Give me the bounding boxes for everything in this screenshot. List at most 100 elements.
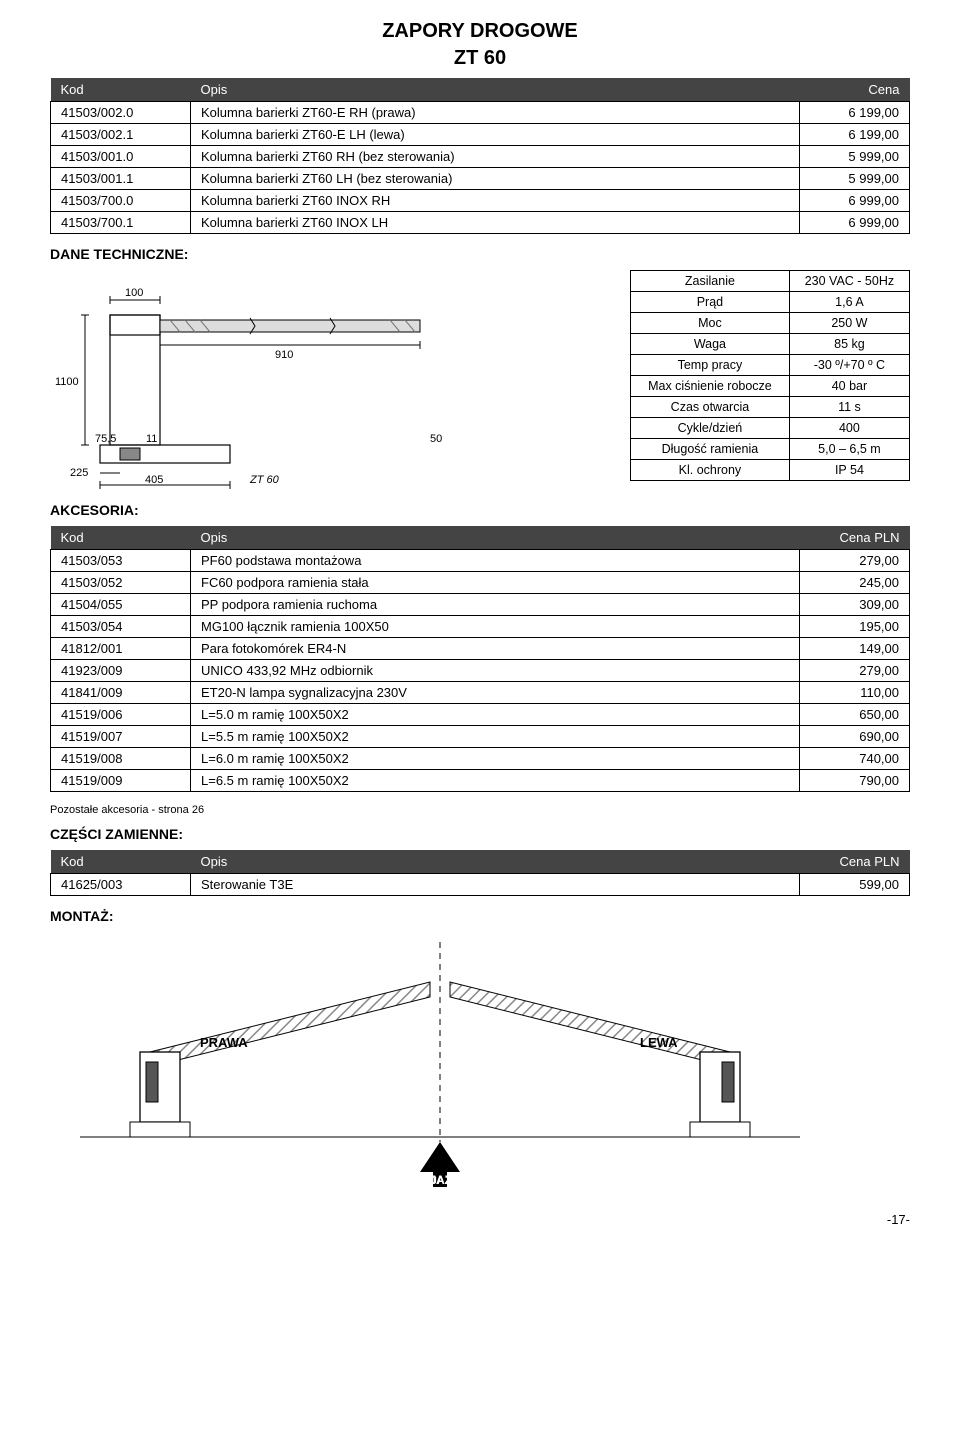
diagram-label: ZT 60 [249,474,280,486]
table-cell: 41625/003 [51,874,191,896]
table-cell: 5 999,00 [800,146,910,168]
page-number: -17- [50,1212,910,1227]
spec-cell: 85 kg [789,334,909,355]
table-cell: 41503/052 [51,572,191,594]
table-cell: L=6.5 m ramię 100X50X2 [191,770,800,792]
spec-row: Prąd1,6 A [631,292,910,313]
spec-row: Cykle/dzień400 [631,418,910,439]
spec-row: Moc250 W [631,313,910,334]
table-cell: FC60 podpora ramienia stała [191,572,800,594]
table-row: 41503/700.0Kolumna barierki ZT60 INOX RH… [51,190,910,212]
spec-cell: 400 [789,418,909,439]
table-cell: 41503/002.1 [51,124,191,146]
spec-row: Zasilanie230 VAC - 50Hz [631,271,910,292]
table-row: 41503/053PF60 podstawa montażowa279,00 [51,550,910,572]
table-row: 41519/007L=5.5 m ramię 100X50X2690,00 [51,726,910,748]
spec-table: Zasilanie230 VAC - 50HzPrąd1,6 AMoc250 W… [630,270,910,481]
table-row: 41503/002.0Kolumna barierki ZT60-E RH (p… [51,102,910,124]
page-title: ZAPORY DROGOWE [50,20,910,43]
table-cell: ET20-N lampa sygnalizacyjna 230V [191,682,800,704]
table-row: 41625/003Sterowanie T3E599,00 [51,874,910,896]
dim-botwidth: 405 [145,474,163,486]
table-row: 41504/055PP podpora ramienia ruchoma309,… [51,594,910,616]
spec-cell: 1,6 A [789,292,909,313]
col-opis: Opis [191,78,800,102]
mount-label: MONTAŻ: [50,908,910,924]
table-cell: 6 999,00 [800,190,910,212]
table-cell: MG100 łącznik ramienia 100X50 [191,616,800,638]
spec-row: Długość ramienia5,0 – 6,5 m [631,439,910,460]
lewa-label: LEWA [640,1035,678,1050]
table-row: 41841/009ET20-N lampa sygnalizacyjna 230… [51,682,910,704]
table-cell: 149,00 [800,638,910,660]
col-cena3: Cena PLN [800,850,910,874]
col-cena: Cena [800,78,910,102]
spec-cell: 5,0 – 6,5 m [789,439,909,460]
table-cell: Para fotokomórek ER4-N [191,638,800,660]
table-cell: Kolumna barierki ZT60 RH (bez sterowania… [191,146,800,168]
table-cell: 41519/007 [51,726,191,748]
table-cell: Kolumna barierki ZT60-E RH (prawa) [191,102,800,124]
table-cell: 41841/009 [51,682,191,704]
table-cell: 6 199,00 [800,102,910,124]
spec-row: Kl. ochronyIP 54 [631,460,910,481]
table-row: 41503/002.1Kolumna barierki ZT60-E LH (l… [51,124,910,146]
svg-text:WYJAZD: WYJAZD [413,1175,460,1187]
akcesoria-label: AKCESORIA: [50,502,910,518]
table-cell: 41923/009 [51,660,191,682]
spec-row: Czas otwarcia11 s [631,397,910,418]
spec-cell: IP 54 [789,460,909,481]
table-cell: 41519/006 [51,704,191,726]
spec-cell: Zasilanie [631,271,790,292]
dim-top: 100 [125,287,143,299]
mount-diagram: PRAWA LEWA WYJAZD WYJAZD [50,932,910,1192]
spec-cell: -30 º/+70 º C [789,355,909,376]
spec-cell: Moc [631,313,790,334]
table-row: 41503/001.0Kolumna barierki ZT60 RH (bez… [51,146,910,168]
table-cell: 41503/700.1 [51,212,191,234]
page-subtitle: ZT 60 [50,47,910,70]
note-text: Pozostałe akcesoria - strona 26 [50,804,910,816]
table-cell: 599,00 [800,874,910,896]
spec-cell: Temp pracy [631,355,790,376]
spec-row: Temp pracy-30 º/+70 º C [631,355,910,376]
table-row: 41812/001Para fotokomórek ER4-N149,00 [51,638,910,660]
table-cell: 790,00 [800,770,910,792]
table-cell: 5 999,00 [800,168,910,190]
spec-cell: 230 VAC - 50Hz [789,271,909,292]
table-cell: Sterowanie T3E [191,874,800,896]
main-table: Kod Opis Cena 41503/002.0Kolumna barierk… [50,78,910,234]
table-cell: 41519/008 [51,748,191,770]
spec-cell: Cykle/dzień [631,418,790,439]
dim-baseleft: 75,5 [95,433,116,445]
table-cell: 245,00 [800,572,910,594]
table-row: 41519/006L=5.0 m ramię 100X50X2650,00 [51,704,910,726]
table-cell: PP podpora ramienia ruchoma [191,594,800,616]
dim-baseright: 50 [430,433,442,445]
table-row: 41503/052FC60 podpora ramienia stała245,… [51,572,910,594]
table-cell: 41504/055 [51,594,191,616]
table-cell: 110,00 [800,682,910,704]
spec-cell: Waga [631,334,790,355]
table-cell: PF60 podstawa montażowa [191,550,800,572]
table-cell: 6 199,00 [800,124,910,146]
table-cell: 690,00 [800,726,910,748]
table-row: 41923/009UNICO 433,92 MHz odbiornik279,0… [51,660,910,682]
table-cell: 41503/053 [51,550,191,572]
table-cell: Kolumna barierki ZT60-E LH (lewa) [191,124,800,146]
table-row: 41519/009L=6.5 m ramię 100X50X2790,00 [51,770,910,792]
table-cell: 41503/054 [51,616,191,638]
spec-cell: Kl. ochrony [631,460,790,481]
spec-cell: Prąd [631,292,790,313]
col-cena2: Cena PLN [800,526,910,550]
table-cell: 279,00 [800,550,910,572]
table-cell: Kolumna barierki ZT60 INOX RH [191,190,800,212]
dim-height: 1100 [55,376,79,388]
table-cell: 279,00 [800,660,910,682]
spec-cell: Długość ramienia [631,439,790,460]
col-kod: Kod [51,78,191,102]
parts-table: Kod Opis Cena PLN 41625/003Sterowanie T3… [50,850,910,896]
spec-row: Waga85 kg [631,334,910,355]
table-cell: 6 999,00 [800,212,910,234]
table-cell: Kolumna barierki ZT60 LH (bez sterowania… [191,168,800,190]
